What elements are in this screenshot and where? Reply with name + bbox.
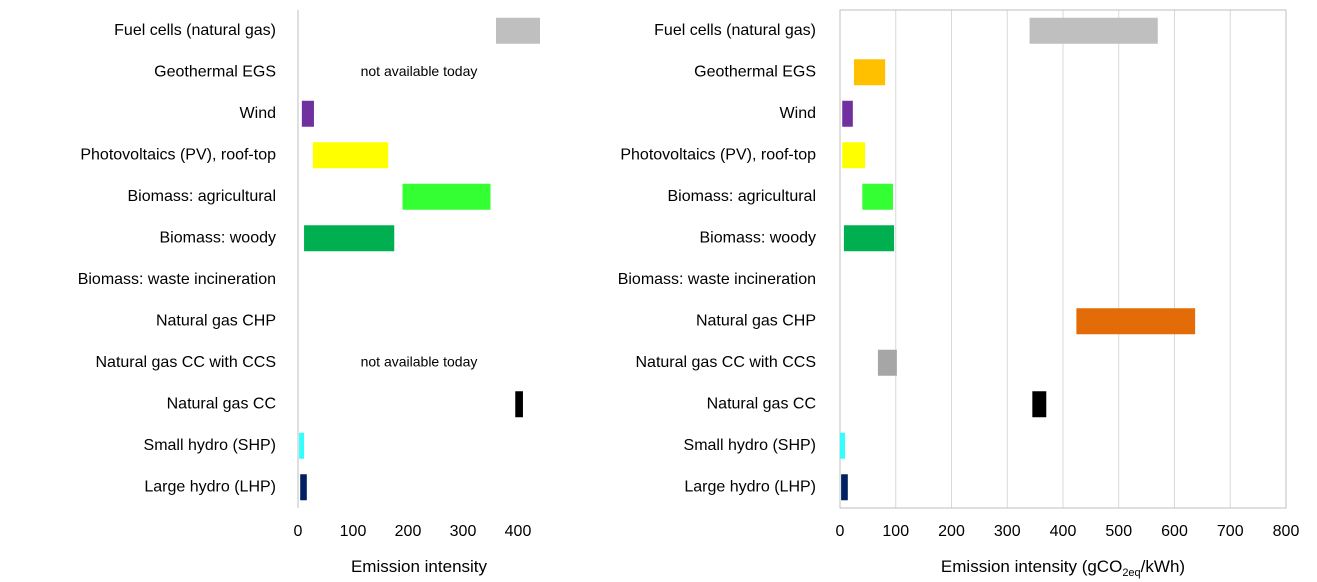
- bar: [841, 474, 848, 501]
- bars: [299, 17, 540, 501]
- x-tick-label: 300: [994, 523, 1021, 540]
- x-tick-label: 100: [882, 523, 909, 540]
- category-label: Natural gas CC with CCS: [636, 354, 817, 371]
- category-label: Small hydro (SHP): [144, 437, 276, 454]
- category-label: Biomass: waste incineration: [618, 271, 816, 288]
- bar: [299, 432, 305, 459]
- x-tick-label: 100: [340, 523, 367, 540]
- x-axis-label: Emission intensity (gCO2eq/kWh): [941, 557, 1185, 578]
- x-axis-label-end: /kWh): [1141, 557, 1185, 576]
- bar: [304, 225, 395, 252]
- x-axis-label-text: Emission intensity (gCO: [941, 557, 1122, 576]
- bars: [840, 17, 1196, 501]
- category-label: Geothermal EGS: [154, 63, 276, 80]
- bar: [842, 142, 866, 169]
- category-label: Biomass: woody: [160, 229, 277, 246]
- bar: [515, 391, 523, 418]
- x-axis-label: Emission intensity: [351, 557, 488, 576]
- bar: [496, 17, 540, 44]
- category-label: Geothermal EGS: [694, 63, 816, 80]
- bar: [862, 183, 893, 210]
- x-axis-label-text: Emission intensity: [351, 557, 488, 576]
- bar: [840, 432, 846, 459]
- bar: [843, 225, 895, 252]
- category-label: Wind: [780, 105, 816, 122]
- bar: [301, 100, 314, 127]
- x-tick-label: 400: [1050, 523, 1077, 540]
- bar: [402, 183, 491, 210]
- bar: [1032, 391, 1047, 418]
- x-tick-label: 300: [450, 523, 477, 540]
- bar: [853, 59, 886, 86]
- category-label: Large hydro (LHP): [144, 478, 276, 495]
- category-label: Natural gas CHP: [156, 312, 276, 329]
- category-label: Photovoltaics (PV), roof-top: [80, 146, 276, 163]
- x-axis-label-sub: 2eq: [1122, 567, 1140, 579]
- bar: [842, 100, 853, 127]
- plot-frame: [839, 9, 1287, 509]
- bar: [877, 349, 897, 376]
- category-label: Natural gas CC with CCS: [96, 354, 277, 371]
- x-tick-label: 0: [294, 523, 303, 540]
- category-label: Biomass: agricultural: [128, 188, 277, 205]
- category-label: Small hydro (SHP): [684, 437, 816, 454]
- bar: [1029, 17, 1158, 44]
- annotation: not available today: [361, 63, 478, 79]
- category-label: Fuel cells (natural gas): [654, 22, 816, 39]
- category-label: Photovoltaics (PV), roof-top: [620, 146, 816, 163]
- category-label: Biomass: woody: [700, 229, 817, 246]
- category-label: Natural gas CC: [167, 395, 276, 412]
- category-label: Natural gas CHP: [696, 312, 816, 329]
- category-label: Natural gas CC: [707, 395, 816, 412]
- x-tick-label: 800: [1273, 523, 1300, 540]
- x-tick-label: 500: [1105, 523, 1132, 540]
- x-tick-label: 200: [938, 523, 965, 540]
- x-tick-label: 0: [836, 523, 845, 540]
- category-label: Large hydro (LHP): [684, 478, 816, 495]
- category-label: Fuel cells (natural gas): [114, 22, 276, 39]
- x-tick-label: 600: [1161, 523, 1188, 540]
- x-tick-label: 200: [395, 523, 422, 540]
- bar: [1076, 308, 1196, 335]
- bar: [312, 142, 389, 169]
- category-label: Biomass: agricultural: [668, 188, 817, 205]
- x-tick-label: 400: [505, 523, 532, 540]
- annotation: not available today: [361, 353, 478, 369]
- category-label: Wind: [240, 105, 276, 122]
- category-label: Biomass: waste incineration: [78, 271, 276, 288]
- bar: [300, 474, 307, 501]
- x-tick-label: 700: [1217, 523, 1244, 540]
